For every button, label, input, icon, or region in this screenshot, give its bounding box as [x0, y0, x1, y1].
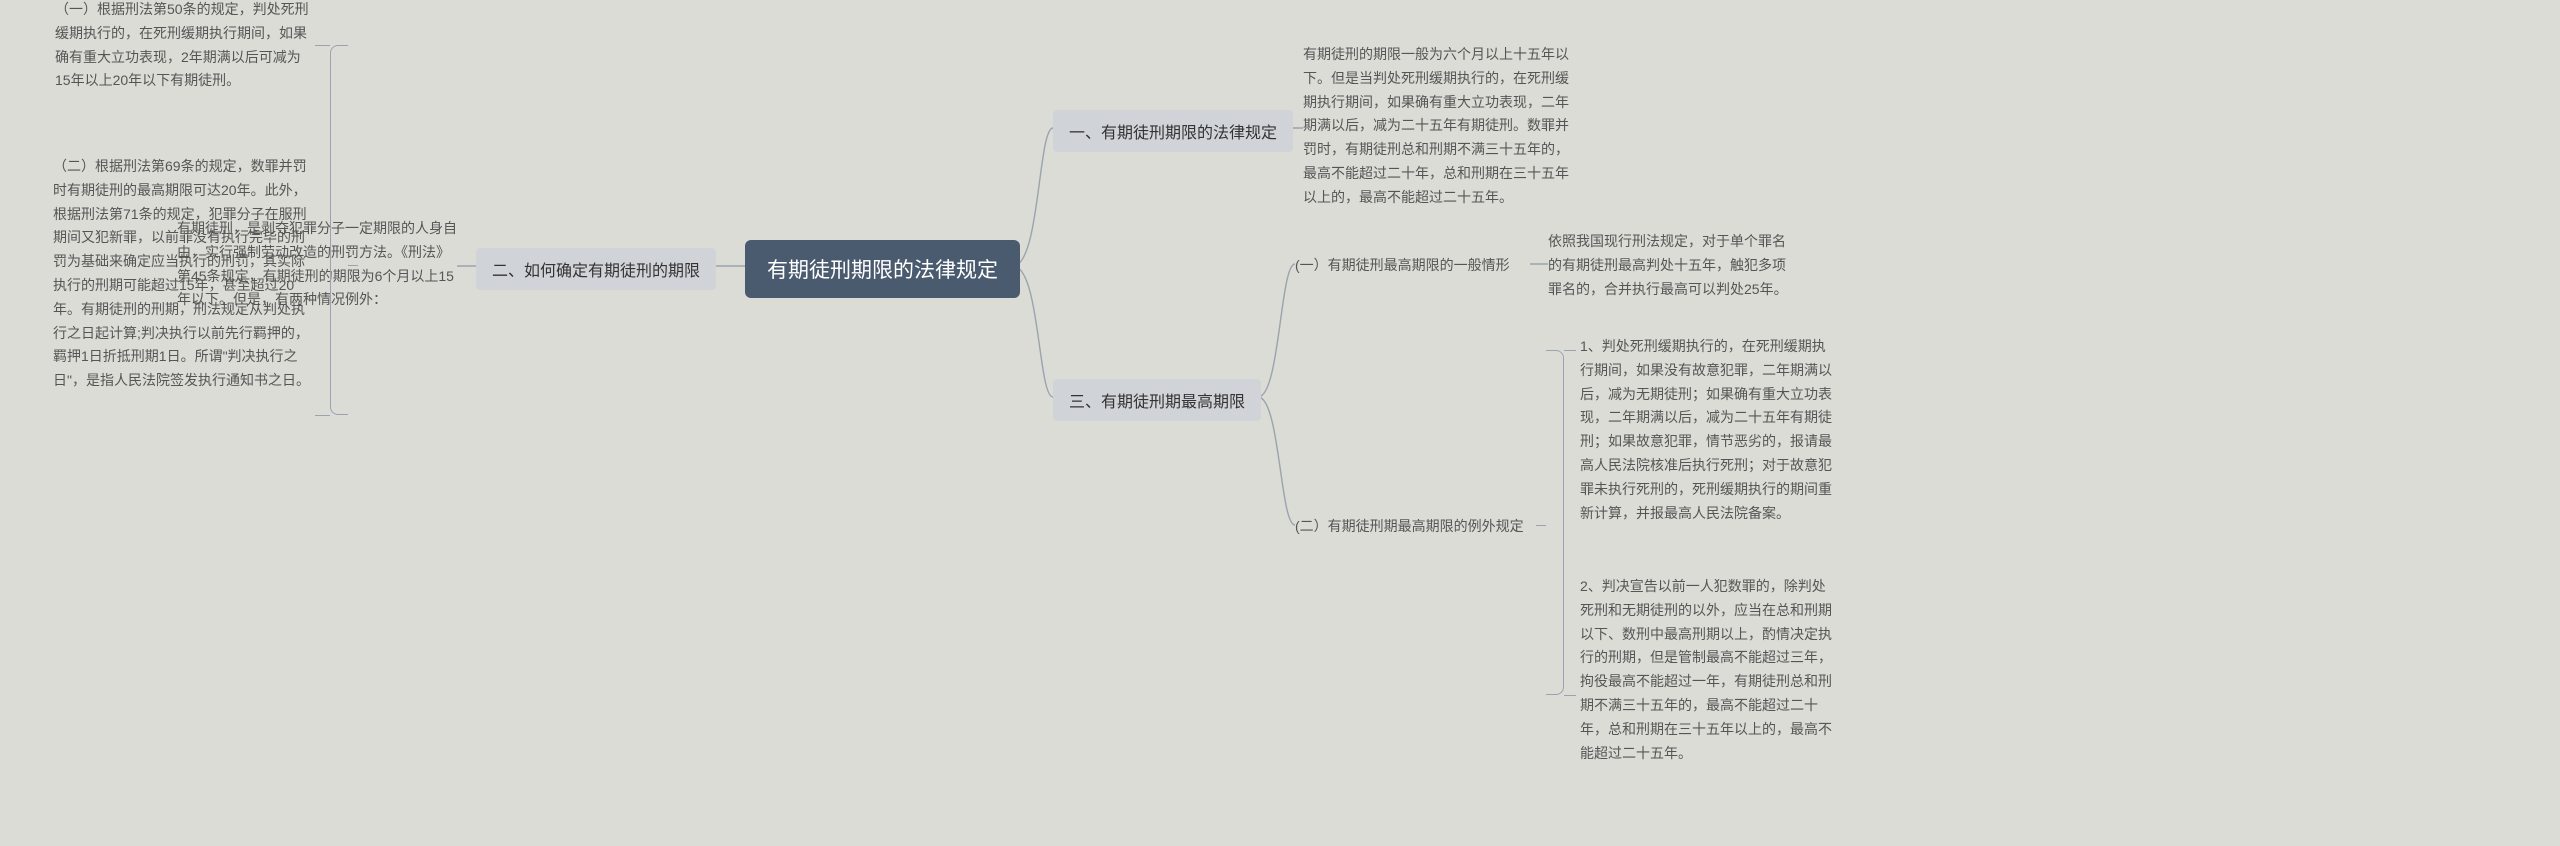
bracket-sub2-h2	[1564, 695, 1576, 696]
root-label: 有期徒刑期限的法律规定	[767, 259, 998, 282]
branch-max-term: 三、有期徒刑期最高期限	[1053, 379, 1261, 421]
bracket-left-stem	[348, 265, 358, 266]
legal-provisions-detail: 有期徒刑的期限一般为六个月以上十五年以下。但是当判处死刑缓期执行的，在死刑缓期执…	[1303, 43, 1573, 210]
bracket-left-h1	[315, 45, 330, 46]
max-term-general: (一）有期徒刑最高期限的一般情形	[1295, 254, 1530, 278]
bracket-left	[330, 45, 348, 415]
max-term-exception-1: 1、判处死刑缓期执行的，在死刑缓期执行期间，如果没有故意犯罪，二年期满以后，减为…	[1580, 335, 1835, 525]
root-node: 有期徒刑期限的法律规定	[745, 240, 1020, 298]
branch-legal-provisions: 一、有期徒刑期限的法律规定	[1053, 110, 1293, 152]
branch-how-determine: 二、如何确定有期徒刑的期限	[476, 248, 716, 290]
bracket-sub2-h1	[1564, 350, 1576, 351]
mindmap-canvas: 有期徒刑期限的法律规定 二、如何确定有期徒刑的期限 有期徒刑，是剥夺犯罪分子一定…	[0, 0, 2560, 846]
branch-max-term-label: 三、有期徒刑期最高期限	[1069, 394, 1245, 411]
max-term-exception-2: 2、判决宣告以前一人犯数罪的，除判处死刑和无期徒刑的以外，应当在总和刑期以下、数…	[1580, 575, 1835, 765]
how-determine-sub2: （二）根据刑法第69条的规定，数罪并罚时有期徒刑的最高期限可达20年。此外，根据…	[53, 155, 314, 393]
how-determine-sub1: （一）根据刑法第50条的规定，判处死刑缓期执行的，在死刑缓期执行期间，如果确有重…	[55, 0, 315, 93]
branch-how-determine-label: 二、如何确定有期徒刑的期限	[492, 263, 700, 280]
branch-legal-provisions-label: 一、有期徒刑期限的法律规定	[1069, 125, 1277, 142]
max-term-exceptions: (二）有期徒刑期最高期限的例外规定	[1295, 515, 1540, 539]
max-term-general-detail: 依照我国现行刑法规定，对于单个罪名的有期徒刑最高判处十五年，触犯多项罪名的，合并…	[1548, 230, 1798, 301]
bracket-sub2	[1546, 350, 1564, 695]
bracket-left-h2	[315, 415, 330, 416]
bracket-sub2-stem	[1536, 525, 1546, 526]
